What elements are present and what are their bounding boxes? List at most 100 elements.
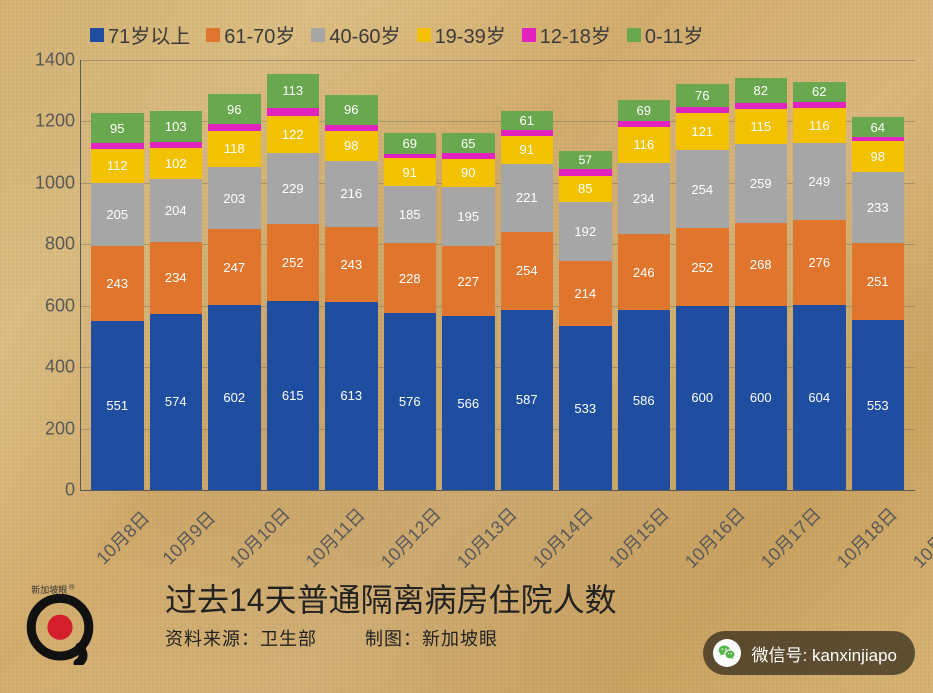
bar-segment: 195	[442, 187, 495, 247]
bar-segment: 243	[91, 246, 144, 321]
bar-segment: 587	[501, 310, 554, 490]
bar-segment: 533	[559, 326, 612, 490]
bar-segment: 103	[150, 111, 203, 143]
bar-column: 6132432169896	[325, 95, 378, 490]
bar-segment: 69	[384, 133, 437, 154]
bars-container: 5512432051129557423420410210360224720311…	[80, 60, 915, 490]
legend-label: 0-11岁	[645, 20, 704, 49]
bar-segment: 115	[735, 109, 788, 144]
bar-segment: 252	[267, 224, 320, 301]
legend-item: 71岁以上	[90, 20, 190, 49]
bar-column: 615252229122113	[267, 74, 320, 490]
bar-segment: 61	[501, 111, 554, 130]
bar-segment: 203	[208, 167, 261, 229]
brand-logo: 新加坡眼 ®	[15, 575, 105, 665]
x-axis-line	[80, 490, 915, 491]
bar-segment: 96	[325, 95, 378, 124]
y-tick-label: 1200	[20, 111, 75, 132]
bar-segment: 62	[793, 82, 846, 101]
bar-column: 574234204102103	[150, 111, 203, 490]
bar-segment: 227	[442, 246, 495, 316]
bar-segment	[267, 108, 320, 116]
bar-column: 5532512339864	[852, 117, 905, 490]
wechat-icon	[713, 639, 741, 667]
bar-segment: 228	[384, 243, 437, 313]
bar-segment: 216	[325, 161, 378, 227]
bar-segment: 192	[559, 202, 612, 261]
bar-segment: 102	[150, 148, 203, 179]
bar-segment: 96	[208, 94, 261, 123]
bar-segment: 64	[852, 117, 905, 137]
bar-segment: 69	[618, 100, 671, 121]
chart-area: 5512432051129557423420410210360224720311…	[80, 60, 915, 490]
bar-segment: 221	[501, 164, 554, 232]
bar-segment: 65	[442, 133, 495, 153]
legend-swatch	[522, 28, 536, 42]
legend-item: 19-39岁	[417, 20, 506, 49]
bar-segment: 85	[559, 176, 612, 202]
legend-label: 71岁以上	[108, 20, 190, 49]
bar-segment	[208, 124, 261, 131]
bar-segment: 586	[618, 310, 671, 490]
bar-segment: 234	[150, 242, 203, 314]
bar-segment: 118	[208, 131, 261, 167]
y-tick-label: 800	[20, 234, 75, 255]
y-tick-label: 1000	[20, 172, 75, 193]
legend-label: 12-18岁	[540, 20, 611, 49]
legend-label: 61-70岁	[224, 20, 295, 49]
bar-segment: 116	[618, 127, 671, 163]
legend-item: 0-11岁	[627, 20, 704, 49]
bar-segment: 246	[618, 234, 671, 310]
bar-segment: 252	[676, 228, 729, 305]
bar-segment: 259	[735, 144, 788, 224]
bar-segment: 122	[267, 116, 320, 153]
bar-segment: 249	[793, 143, 846, 219]
bar-segment: 566	[442, 316, 495, 490]
bar-segment: 90	[442, 159, 495, 187]
svg-text:®: ®	[69, 582, 75, 591]
bar-segment: 229	[267, 153, 320, 223]
bar-column: 60026825911582	[735, 78, 788, 490]
legend-swatch	[311, 28, 325, 42]
y-tick-label: 200	[20, 418, 75, 439]
bar-segment: 254	[501, 232, 554, 310]
bar-segment: 205	[91, 183, 144, 246]
bar-segment: 91	[501, 136, 554, 164]
bar-segment: 613	[325, 302, 378, 490]
bar-segment: 251	[852, 243, 905, 320]
bar-column: 600252254121 76	[676, 84, 729, 490]
bar-segment: 214	[559, 261, 612, 327]
bar-segment: 576	[384, 313, 437, 490]
bar-segment: 268	[735, 223, 788, 305]
legend-label: 19-39岁	[435, 20, 506, 49]
bar-segment: 57	[559, 151, 612, 169]
bar-column: 53321419285 57	[559, 151, 612, 490]
bar-segment: 98	[852, 141, 905, 171]
bar-segment: 247	[208, 229, 261, 305]
bar-segment: 615	[267, 301, 320, 490]
bar-segment: 121	[676, 113, 729, 150]
bar-segment: 574	[150, 314, 203, 490]
logo-text: 新加坡眼	[31, 584, 67, 595]
bar-segment: 600	[676, 306, 729, 490]
bar-segment: 254	[676, 150, 729, 228]
y-tick-label: 600	[20, 295, 75, 316]
bar-segment: 76	[676, 84, 729, 107]
bar-column: 55124320511295	[91, 113, 144, 490]
bar-segment: 604	[793, 305, 846, 491]
bar-segment: 82	[735, 78, 788, 103]
bar-segment: 95	[91, 113, 144, 142]
credit-text: 制图：新加坡眼	[365, 629, 498, 649]
bar-segment: 91	[384, 158, 437, 186]
legend-item: 61-70岁	[206, 20, 295, 49]
y-tick-label: 1400	[20, 50, 75, 71]
wechat-badge: 微信号: kanxinjiapo	[703, 631, 915, 675]
legend-swatch	[206, 28, 220, 42]
bar-segment: 551	[91, 321, 144, 490]
chart-title: 过去14天普通隔离病房住院人数	[165, 575, 617, 621]
bar-segment: 234	[618, 163, 671, 235]
bar-segment: 276	[793, 220, 846, 305]
legend-label: 40-60岁	[329, 20, 400, 49]
bar-column: 56622719590 65	[442, 133, 495, 490]
legend-swatch	[417, 28, 431, 42]
